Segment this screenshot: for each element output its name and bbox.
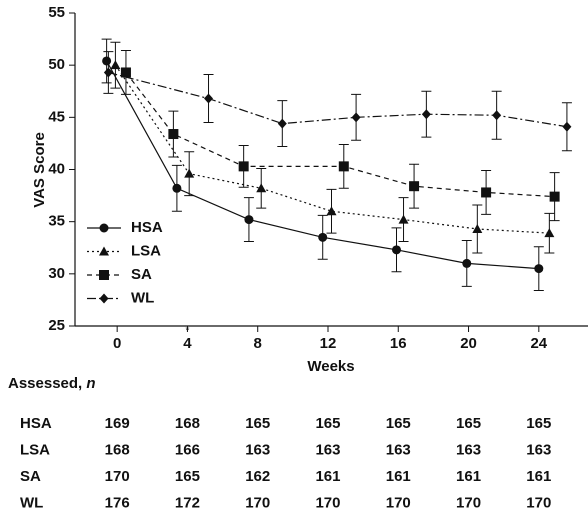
table-cell: 165 [526, 415, 551, 432]
legend-label: LSA [131, 242, 161, 259]
table-cell: 168 [175, 415, 200, 432]
table-cell: 163 [386, 441, 411, 458]
legend-marker [99, 270, 109, 280]
legend-label: WL [131, 289, 154, 306]
table-title-var: n [86, 375, 95, 392]
marker [481, 187, 492, 198]
marker [103, 67, 113, 78]
marker [562, 121, 572, 132]
marker [549, 191, 560, 202]
x-tick-label: 24 [530, 335, 547, 352]
table-cell: 170 [526, 494, 551, 511]
series-line [125, 72, 555, 198]
marker [318, 232, 328, 242]
marker [392, 245, 402, 255]
marker [102, 56, 112, 66]
marker [256, 183, 267, 193]
marker [338, 161, 349, 172]
marker [120, 67, 131, 78]
table-cell: 163 [526, 441, 551, 458]
table-cell: 163 [456, 441, 481, 458]
marker [172, 183, 182, 193]
table-cell: 161 [456, 468, 481, 485]
x-axis-label: Weeks [307, 358, 354, 375]
marker [409, 181, 420, 192]
table-cell: 165 [175, 468, 200, 485]
row-label: WL [20, 494, 43, 511]
table-cell: 168 [105, 441, 130, 458]
marker [534, 264, 544, 274]
table-cell: 170 [315, 494, 340, 511]
row-label: HSA [20, 415, 52, 432]
table-cell: 165 [245, 415, 270, 432]
x-tick-label: 4 [183, 335, 192, 352]
table-cell: 170 [105, 468, 130, 485]
marker [351, 112, 361, 123]
marker [492, 110, 502, 121]
legend-label: SA [131, 266, 152, 283]
table-cell: 169 [105, 415, 130, 432]
table-cell: 165 [315, 415, 340, 432]
y-tick-label: 50 [48, 56, 65, 73]
marker [544, 228, 555, 238]
x-tick-label: 16 [390, 335, 407, 352]
y-tick-label: 45 [48, 108, 65, 125]
x-tick-label: 20 [460, 335, 477, 352]
table-cell: 163 [245, 441, 270, 458]
table-cell: 166 [175, 441, 200, 458]
table-title-text: Assessed, [8, 375, 82, 392]
y-tick-label: 55 [48, 4, 65, 21]
table-cell: 172 [175, 494, 200, 511]
legend-marker [99, 293, 109, 304]
y-tick-label: 30 [48, 265, 65, 282]
marker [184, 168, 195, 178]
row-label: SA [20, 468, 41, 485]
x-tick-label: 8 [254, 335, 262, 352]
y-tick-label: 25 [48, 317, 65, 334]
table-cell: 165 [386, 415, 411, 432]
table-cell: 170 [386, 494, 411, 511]
y-tick-label: 40 [48, 160, 65, 177]
marker [204, 93, 214, 104]
table-cell: 170 [456, 494, 481, 511]
y-axis-label: VAS Score [31, 132, 48, 208]
x-tick-label: 0 [113, 335, 121, 352]
marker [238, 161, 249, 172]
table-title: Assessed, n [8, 375, 96, 392]
table-cell: 163 [315, 441, 340, 458]
table-cell: 161 [526, 468, 551, 485]
marker [110, 60, 121, 70]
marker [168, 129, 179, 140]
x-tick-label: 12 [320, 335, 337, 352]
table-cell: 161 [315, 468, 340, 485]
table-cell: 165 [456, 415, 481, 432]
row-label: LSA [20, 441, 50, 458]
legend-marker [99, 223, 109, 233]
marker [472, 223, 483, 233]
table-cell: 162 [245, 468, 270, 485]
table-cell: 170 [245, 494, 270, 511]
marker [421, 109, 431, 120]
table-cell: 161 [386, 468, 411, 485]
legend-marker [99, 246, 109, 256]
marker [326, 206, 337, 216]
legend-label: HSA [131, 219, 163, 236]
y-tick-label: 35 [48, 213, 65, 230]
marker [462, 258, 472, 268]
marker [244, 215, 254, 225]
marker [398, 214, 409, 224]
annotation: * [185, 326, 189, 337]
marker [277, 118, 287, 129]
table-cell: 176 [105, 494, 130, 511]
